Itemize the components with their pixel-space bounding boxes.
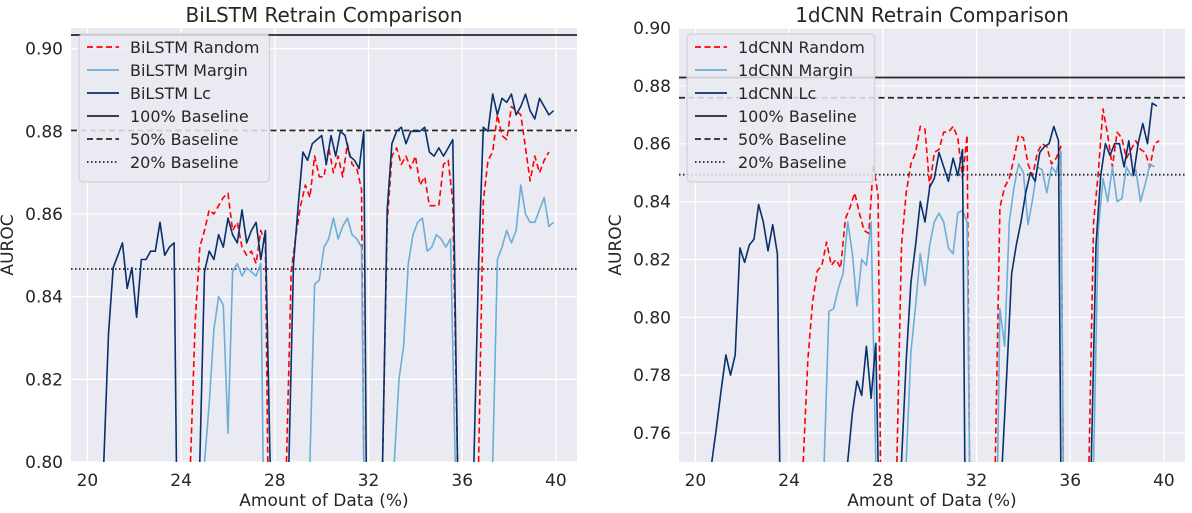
bilstm-x-tick-label: 32 (358, 471, 380, 491)
bilstm-lc-series-line (381, 126, 459, 462)
cnn-random-series-line (896, 125, 971, 462)
cnn-lc-series-line (900, 148, 966, 462)
cnn-margin-series-line (1092, 163, 1155, 462)
bilstm-lc-series-line (473, 93, 555, 462)
bilstm-legend-label: 100% Baseline (130, 107, 249, 126)
cnn-legend: 1dCNN Random 1dCNN Margin 1dCNN Lc 100% Bas… (686, 33, 876, 183)
cnn-y-tick-label: 0.82 (633, 250, 671, 270)
bilstm-y-axis-label: AUROC (0, 214, 18, 275)
cnn-margin-series-line (905, 209, 971, 462)
bilstm-x-tick-label: 36 (451, 471, 473, 491)
bilstm-legend-label: 50% Baseline (130, 130, 238, 149)
cnn-y-tick-label: 0.76 (633, 424, 671, 444)
cnn-random-series-line (1088, 108, 1160, 462)
bilstm-legend-label: BiLSTM Margin (130, 61, 248, 80)
cnn-x-tick-label: 20 (685, 471, 707, 491)
bilstm-margin-series-line (491, 184, 555, 462)
bilstm-legend-label: 20% Baseline (130, 153, 238, 172)
bilstm-y-tick-label: 0.82 (25, 370, 63, 390)
bilstm-legend-box (78, 33, 270, 183)
bilstm-legend-label: BiLSTM Random (130, 38, 259, 57)
cnn-margin-series-line (996, 151, 1064, 462)
cnn-x-tick-label: 36 (1059, 471, 1081, 491)
cnn-x-axis-label: Amount of Data (%) (847, 491, 1016, 511)
cnn-x-tick-label: 24 (778, 471, 800, 491)
cnn-y-tick-label: 0.78 (633, 366, 671, 386)
cnn-y-tick-label: 0.90 (633, 19, 671, 39)
cnn-legend-label: 1dCNN Margin (738, 61, 853, 80)
bilstm-chart-title: BiLSTM Retrain Comparison (186, 3, 463, 27)
bilstm-y-tick-label: 0.80 (25, 453, 63, 473)
cnn-y-axis-label: AUROC (606, 214, 626, 275)
cnn-y-tick-label: 0.88 (633, 77, 671, 97)
bilstm-random-series-line (189, 192, 269, 462)
bilstm-random-series-line (381, 147, 459, 462)
cnn-legend-label: 20% Baseline (738, 153, 846, 172)
cnn-lc-series-line (711, 203, 781, 462)
bilstm-random-series-line (477, 105, 550, 462)
bilstm-margin-series-line (203, 262, 264, 462)
bilstm-x-tick-label: 40 (545, 471, 567, 491)
bilstm-y-tick-label: 0.84 (25, 288, 63, 308)
bilstm-x-tick-label: 28 (264, 471, 286, 491)
bilstm-lc-series-line (199, 209, 271, 462)
cnn-x-tick-label: 28 (872, 471, 894, 491)
cnn-legend-label: 50% Baseline (738, 130, 846, 149)
cnn-legend-label: 1dCNN Lc (738, 84, 816, 103)
bilstm-legend-label: BiLSTM Lc (130, 84, 211, 103)
bilstm-x-axis-label: Amount of Data (%) (239, 491, 408, 511)
bilstm-x-tick-label: 24 (170, 471, 192, 491)
cnn-y-tick-label: 0.84 (633, 193, 671, 213)
cnn-y-tick-label: 0.86 (633, 135, 671, 155)
cnn-lc-series-line (1001, 125, 1062, 462)
cnn-random-series-line (802, 163, 882, 462)
cnn-y-tick-label: 0.80 (633, 308, 671, 328)
bilstm-legend: BiLSTM Random BiLSTM Margin BiLSTM Lc 100% … (78, 33, 270, 183)
bilstm-margin-series-line (309, 217, 365, 462)
cnn-legend-label: 1dCNN Random (738, 38, 865, 57)
bilstm-y-tick-label: 0.88 (25, 122, 63, 142)
bilstm-chart: 20 24 28 32 36 40 0.80 0.82 0.84 0.86 0.88 0.90 BiLS… (0, 3, 577, 511)
cnn-x-tick-label: 40 (1153, 471, 1175, 491)
bilstm-y-tick-label: 0.90 (25, 40, 63, 60)
cnn-random-series-line (994, 134, 1064, 462)
cnn-legend-box (686, 33, 876, 183)
bilstm-plot-area (71, 34, 577, 462)
bilstm-x-tick-label: 20 (77, 471, 99, 491)
bilstm-lc-series-line (288, 130, 367, 462)
bilstm-lc-series-line (103, 221, 178, 462)
cnn-chart-title: 1dCNN Retrain Comparison (795, 3, 1069, 27)
bilstm-margin-series-line (393, 217, 456, 462)
cnn-legend-label: 100% Baseline (738, 107, 857, 126)
bilstm-y-tick-label: 0.86 (25, 205, 63, 225)
cnn-x-tick-label: 32 (966, 471, 988, 491)
cnn-margin-series-line (823, 221, 877, 462)
cnn-chart: 20 24 28 32 36 40 0.76 0.78 0.80 0.82 0.84 0.86 0.88… (606, 3, 1185, 511)
cnn-lc-series-line (1090, 102, 1158, 462)
cnn-lc-series-line (846, 342, 879, 462)
